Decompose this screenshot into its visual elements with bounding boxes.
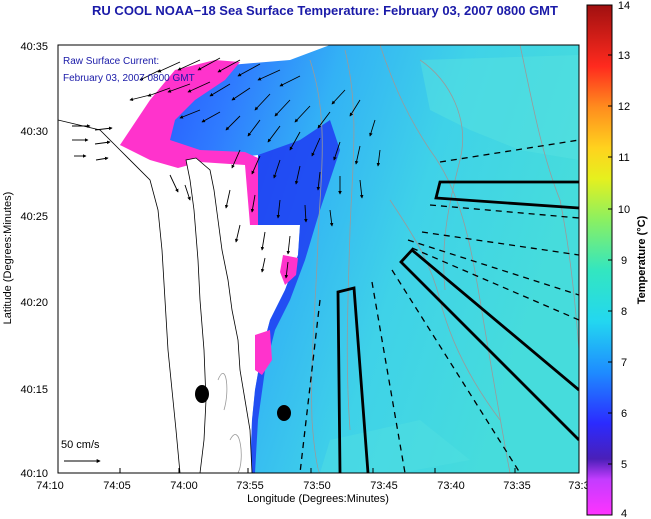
y-tick-label: 40:15 [20, 384, 48, 396]
sst-cold-edge [120, 60, 258, 225]
map-title: RU COOL NOAA−18 Sea Surface Temperature:… [92, 3, 558, 18]
colorbar-tick: 13 [618, 50, 630, 62]
scale-label: 50 cm/s [61, 439, 100, 451]
land [58, 45, 253, 473]
colorbar-tick: 5 [621, 459, 627, 471]
colorbar-tick: 4 [621, 508, 627, 519]
y-axis-label: Latitude (Degrees:Minutes) [2, 192, 14, 325]
colorbar-tick: 9 [621, 255, 627, 267]
colorbar-tick: 8 [621, 306, 627, 318]
x-tick-label: 73:45 [370, 480, 398, 492]
colorbar-label: Temperature (°C) [636, 215, 648, 304]
radar-beams [336, 180, 579, 473]
x-tick-label: 73:50 [303, 480, 331, 492]
station-marker-1 [195, 385, 209, 403]
sst-cold-edge-3 [280, 255, 298, 285]
y-tick-label: 40:30 [20, 126, 48, 138]
x-tick-label: 74:05 [103, 480, 131, 492]
x-tick-label: 73:40 [437, 480, 465, 492]
legend-line-1: Raw Surface Current: [63, 56, 159, 67]
current-vectors [72, 57, 381, 279]
colorbar-tick: 10 [618, 204, 630, 216]
colorbar-tick: 6 [621, 408, 627, 420]
y-tick-label: 40:25 [20, 211, 48, 223]
colorbar-tick: 11 [618, 152, 629, 164]
x-tick-label: 74:10 [36, 480, 64, 492]
colorbar-tick: 14 [618, 0, 630, 12]
sst-warm-patch-south [320, 420, 470, 473]
colorbar-gradient [586, 4, 613, 516]
radial-dashed-lines [299, 139, 579, 473]
sst-cold-edge-2 [255, 330, 272, 375]
x-axis-label: Longitude (Degrees:Minutes) [247, 493, 389, 505]
colorbar-tick: 12 [618, 101, 630, 113]
y-axis: 40:35 40:30 40:25 40:20 40:15 40:10 Lati… [2, 41, 48, 480]
colorbar-tick: 7 [621, 357, 627, 369]
y-tick-label: 40:10 [20, 468, 48, 480]
x-tick-label: 74:00 [170, 480, 198, 492]
colorbar: 14 13 12 11 10 9 8 7 6 5 4 Temperature (… [586, 0, 648, 519]
y-tick-label: 40:35 [20, 41, 48, 53]
sst-nearshore-band [250, 120, 340, 473]
y-tick-label: 40:20 [20, 297, 48, 309]
station-marker-2 [277, 405, 291, 421]
legend-line-2: February 03, 2007 0800 GMT [63, 73, 195, 84]
x-axis: 74:10 74:05 74:00 73:55 73:50 73:45 73:4… [36, 468, 590, 505]
x-tick-label: 73:3 [568, 480, 589, 492]
map-area [58, 45, 579, 473]
x-tick-label: 73:55 [236, 480, 264, 492]
x-tick-label: 73:35 [503, 480, 531, 492]
map-frame [57, 44, 580, 474]
